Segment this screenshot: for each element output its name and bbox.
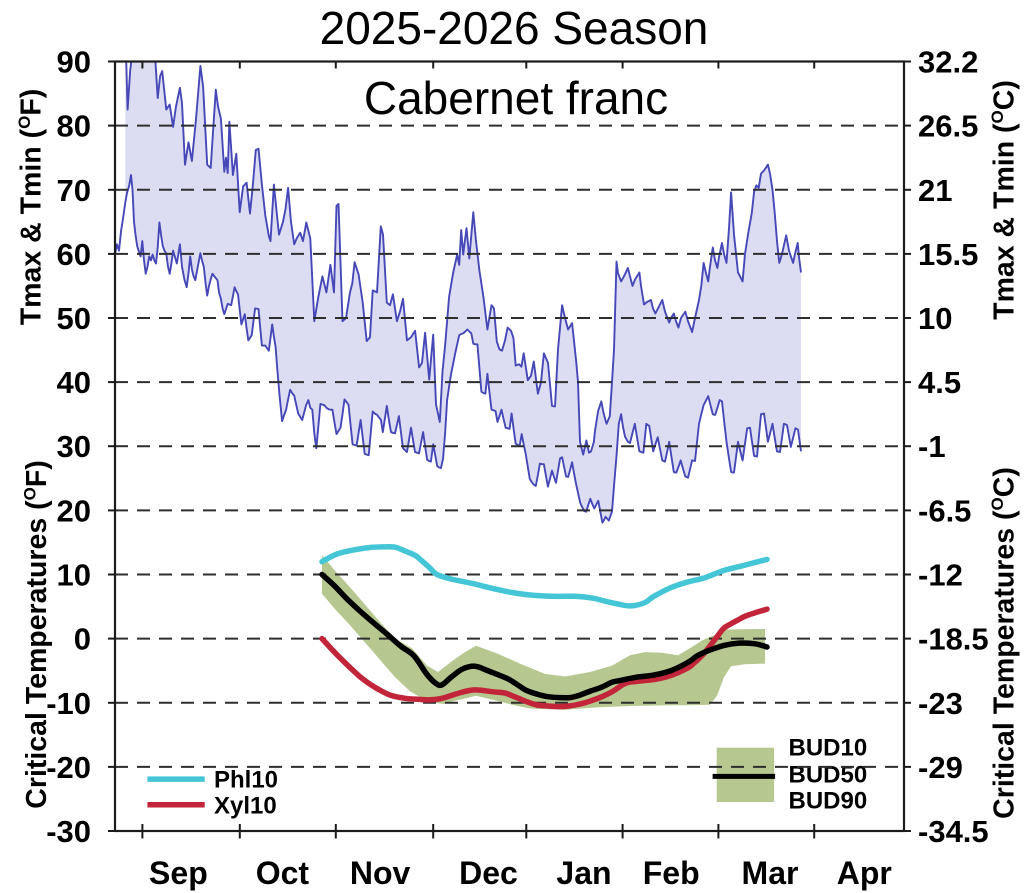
svg-text:50: 50	[57, 301, 91, 336]
svg-text:10: 10	[57, 558, 91, 593]
svg-text:Jan: Jan	[556, 855, 611, 891]
svg-text:-20: -20	[46, 750, 91, 785]
svg-text:-12: -12	[918, 558, 963, 593]
svg-text:Critical Temperatures (OF): Critical Temperatures (OF)	[21, 460, 54, 808]
svg-text:60: 60	[57, 237, 91, 272]
svg-text:-6.5: -6.5	[918, 493, 971, 528]
svg-text:Mar: Mar	[742, 855, 799, 891]
svg-text:Apr: Apr	[837, 855, 892, 891]
svg-text:32.2: 32.2	[918, 45, 978, 80]
svg-text:26.5: 26.5	[918, 109, 978, 144]
svg-text:Oct: Oct	[256, 855, 310, 891]
svg-text:-30: -30	[46, 814, 91, 849]
svg-text:15.5: 15.5	[918, 237, 978, 272]
svg-text:4.5: 4.5	[918, 365, 961, 400]
svg-text:2025-2026 Season: 2025-2026 Season	[320, 2, 709, 54]
svg-text:Feb: Feb	[643, 855, 700, 891]
svg-text:30: 30	[57, 429, 91, 464]
svg-text:-29: -29	[918, 750, 963, 785]
svg-text:Cabernet franc: Cabernet franc	[364, 72, 668, 124]
svg-text:-34.5: -34.5	[918, 814, 989, 849]
svg-text:-18.5: -18.5	[918, 622, 989, 657]
svg-text:Xyl10: Xyl10	[214, 792, 277, 819]
svg-text:70: 70	[57, 173, 91, 208]
svg-text:80: 80	[57, 109, 91, 144]
svg-text:0: 0	[74, 622, 91, 657]
svg-text:BUD10: BUD10	[789, 735, 868, 762]
svg-text:Phl10: Phl10	[214, 767, 278, 794]
svg-text:Nov: Nov	[350, 855, 411, 891]
svg-text:Sep: Sep	[149, 855, 208, 891]
svg-text:Critical Temperatures (OC): Critical Temperatures (OC)	[988, 467, 1021, 819]
svg-text:40: 40	[57, 365, 91, 400]
svg-text:20: 20	[57, 493, 91, 528]
svg-text:-10: -10	[46, 686, 91, 721]
svg-text:BUD90: BUD90	[789, 788, 868, 815]
svg-text:10: 10	[918, 301, 952, 336]
svg-text:-23: -23	[918, 686, 963, 721]
svg-text:90: 90	[57, 45, 91, 80]
svg-text:21: 21	[918, 173, 952, 208]
svg-text:-1: -1	[918, 429, 946, 464]
svg-text:BUD50: BUD50	[789, 762, 868, 789]
svg-text:Dec: Dec	[459, 855, 518, 891]
